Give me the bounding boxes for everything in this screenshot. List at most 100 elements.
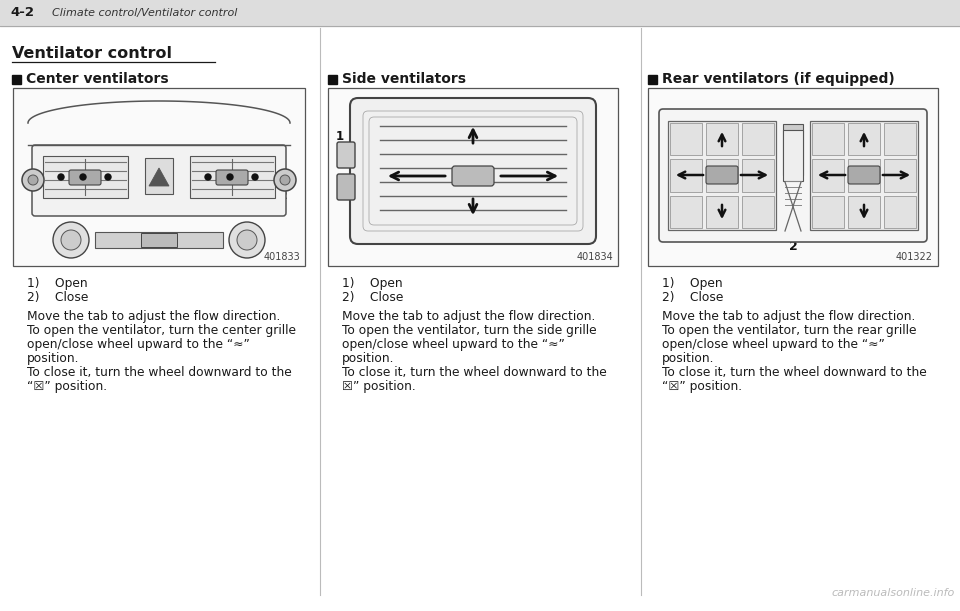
- Polygon shape: [149, 168, 169, 186]
- FancyBboxPatch shape: [350, 98, 596, 244]
- FancyBboxPatch shape: [216, 170, 248, 185]
- Text: open/close wheel upward to the “≈”: open/close wheel upward to the “≈”: [342, 338, 564, 351]
- Text: Climate control/Ventilator control: Climate control/Ventilator control: [52, 8, 237, 18]
- Circle shape: [53, 222, 89, 258]
- Bar: [812, 159, 844, 192]
- Text: 1)    Open: 1) Open: [662, 277, 723, 290]
- Circle shape: [280, 175, 290, 185]
- Circle shape: [237, 230, 257, 250]
- Text: position.: position.: [27, 352, 80, 365]
- Bar: [706, 196, 738, 228]
- Bar: [328, 75, 337, 84]
- Text: position.: position.: [662, 352, 714, 365]
- Bar: [884, 123, 916, 155]
- Bar: [848, 123, 880, 155]
- Text: 401834: 401834: [576, 252, 613, 262]
- Circle shape: [28, 175, 38, 185]
- Circle shape: [58, 174, 64, 180]
- Text: To close it, turn the wheel downward to the: To close it, turn the wheel downward to …: [342, 366, 607, 379]
- Text: 4-2: 4-2: [10, 7, 34, 20]
- Circle shape: [205, 174, 211, 180]
- Text: Ventilator control: Ventilator control: [12, 46, 172, 61]
- FancyBboxPatch shape: [706, 166, 738, 184]
- Bar: [670, 123, 702, 155]
- Text: 2: 2: [279, 191, 287, 201]
- Text: ☒” position.: ☒” position.: [342, 380, 416, 393]
- FancyBboxPatch shape: [337, 174, 355, 200]
- FancyBboxPatch shape: [848, 166, 880, 184]
- Text: Move the tab to adjust the flow direction.: Move the tab to adjust the flow directio…: [662, 310, 916, 323]
- Bar: [328, 88, 618, 266]
- Text: 2)    Close: 2) Close: [342, 291, 403, 304]
- Bar: [648, 75, 657, 84]
- Circle shape: [252, 174, 258, 180]
- Text: 2: 2: [31, 191, 38, 201]
- Circle shape: [80, 174, 86, 180]
- Circle shape: [274, 169, 296, 191]
- Bar: [848, 196, 880, 228]
- Text: Move the tab to adjust the flow direction.: Move the tab to adjust the flow directio…: [27, 310, 280, 323]
- Bar: [742, 159, 774, 192]
- Text: carmanualsonline.info: carmanualsonline.info: [831, 588, 955, 598]
- Text: “☒” position.: “☒” position.: [27, 380, 108, 393]
- FancyBboxPatch shape: [659, 109, 927, 242]
- Text: 401833: 401833: [263, 252, 300, 262]
- Text: Side ventilators: Side ventilators: [342, 72, 466, 86]
- Text: 1: 1: [788, 114, 798, 128]
- Bar: [648, 88, 938, 266]
- Bar: [742, 196, 774, 228]
- Text: 1: 1: [279, 178, 287, 188]
- FancyBboxPatch shape: [69, 170, 101, 185]
- Bar: [742, 123, 774, 155]
- FancyBboxPatch shape: [452, 166, 494, 186]
- Text: 1: 1: [336, 130, 344, 142]
- Bar: [812, 196, 844, 228]
- Bar: [783, 124, 803, 175]
- Circle shape: [229, 222, 265, 258]
- FancyBboxPatch shape: [337, 142, 355, 168]
- Text: To close it, turn the wheel downward to the: To close it, turn the wheel downward to …: [662, 366, 926, 379]
- Bar: [95, 232, 223, 248]
- Bar: [884, 159, 916, 192]
- Text: 401322: 401322: [896, 252, 933, 262]
- Text: To open the ventilator, turn the center grille: To open the ventilator, turn the center …: [27, 324, 296, 337]
- Text: To open the ventilator, turn the rear grille: To open the ventilator, turn the rear gr…: [662, 324, 917, 337]
- Bar: [13, 88, 305, 266]
- Bar: [706, 159, 738, 192]
- Text: 2: 2: [788, 240, 798, 252]
- Bar: [810, 121, 918, 230]
- Circle shape: [61, 230, 81, 250]
- Text: 2: 2: [336, 158, 344, 170]
- Bar: [668, 121, 776, 230]
- Bar: [670, 159, 702, 192]
- Bar: [0, 0, 960, 26]
- Circle shape: [227, 174, 233, 180]
- Text: open/close wheel upward to the “≈”: open/close wheel upward to the “≈”: [27, 338, 250, 351]
- Text: To close it, turn the wheel downward to the: To close it, turn the wheel downward to …: [27, 366, 292, 379]
- Text: open/close wheel upward to the “≈”: open/close wheel upward to the “≈”: [662, 338, 885, 351]
- Text: To open the ventilator, turn the side grille: To open the ventilator, turn the side gr…: [342, 324, 596, 337]
- Bar: [706, 123, 738, 155]
- Text: Rear ventilators (if equipped): Rear ventilators (if equipped): [662, 72, 895, 86]
- Text: position.: position.: [342, 352, 395, 365]
- Bar: [783, 130, 803, 181]
- Bar: [43, 156, 128, 198]
- Bar: [812, 123, 844, 155]
- Text: 2)    Close: 2) Close: [27, 291, 88, 304]
- Bar: [190, 156, 275, 198]
- Text: “☒” position.: “☒” position.: [662, 380, 742, 393]
- Circle shape: [105, 174, 111, 180]
- Bar: [141, 233, 177, 247]
- Text: 1)    Open: 1) Open: [27, 277, 87, 290]
- Bar: [670, 196, 702, 228]
- Bar: [848, 159, 880, 192]
- Text: 1)    Open: 1) Open: [342, 277, 402, 290]
- Text: Move the tab to adjust the flow direction.: Move the tab to adjust the flow directio…: [342, 310, 595, 323]
- Circle shape: [22, 169, 44, 191]
- Text: 2)    Close: 2) Close: [662, 291, 724, 304]
- Bar: [145, 158, 173, 194]
- Bar: [12, 75, 21, 84]
- FancyBboxPatch shape: [32, 145, 286, 216]
- Text: Center ventilators: Center ventilators: [26, 72, 169, 86]
- Bar: [884, 196, 916, 228]
